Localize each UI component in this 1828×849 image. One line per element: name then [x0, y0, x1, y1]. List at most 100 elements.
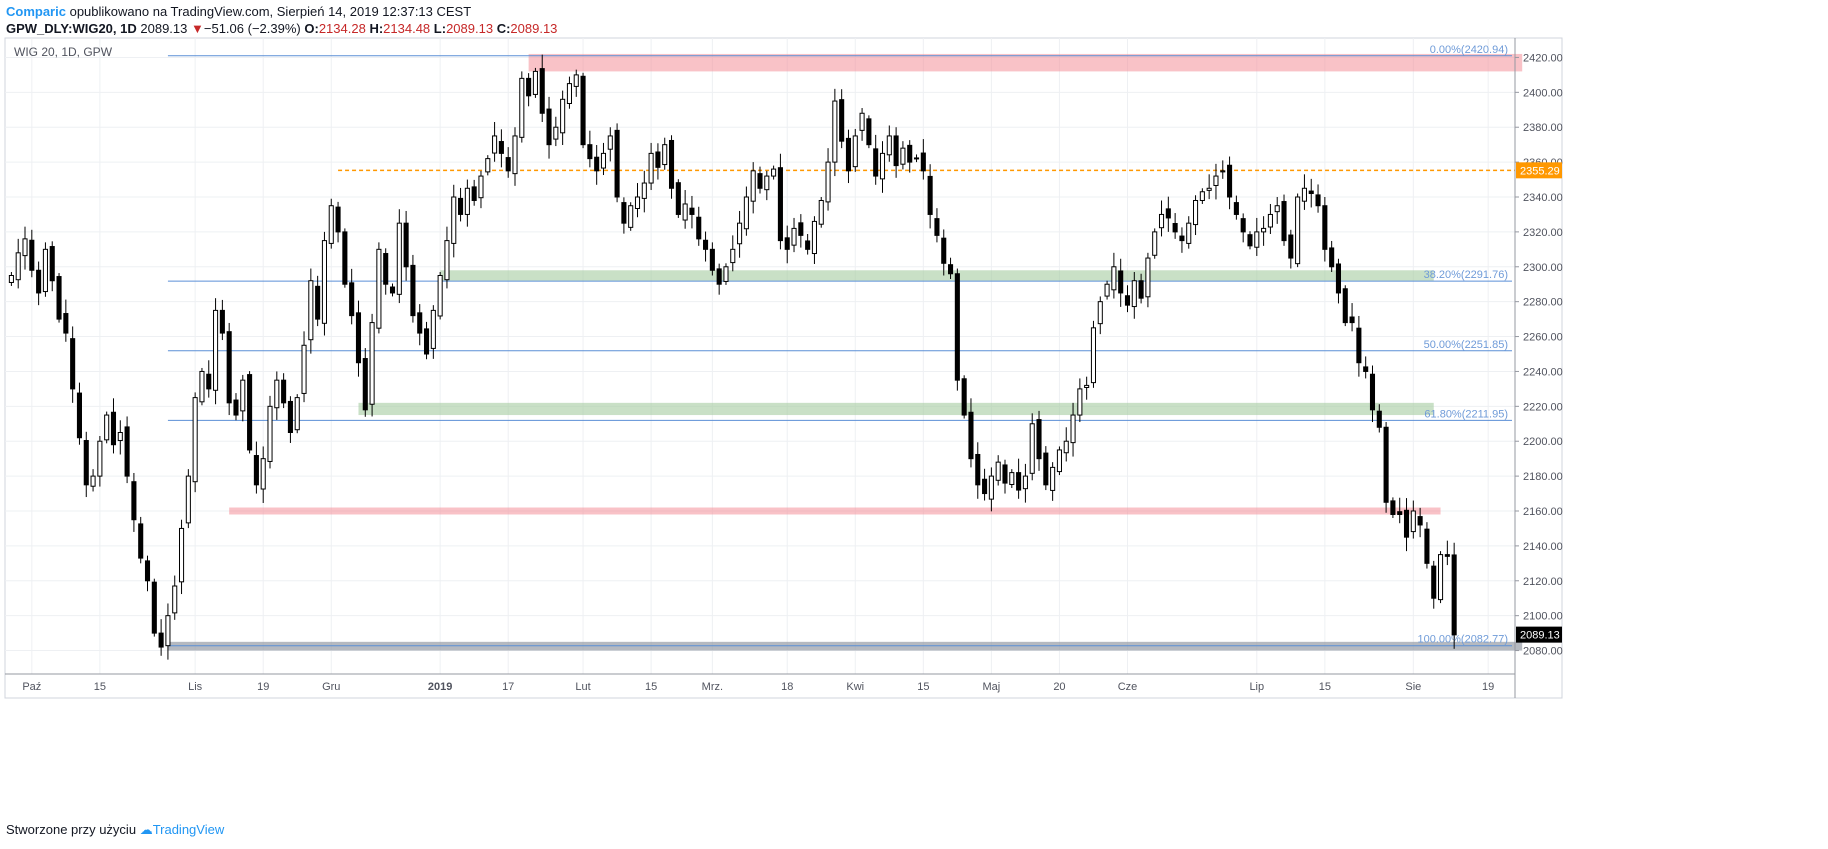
symbol-label: GPW_DLY:WIG20, 1D: [6, 21, 137, 36]
candle-down: [587, 144, 593, 160]
candle-up: [8, 275, 14, 283]
candle-up: [723, 266, 729, 282]
open-value: 2134.28: [318, 21, 366, 36]
y-tick-label: 2380.00: [1523, 122, 1563, 134]
candle-down: [954, 273, 960, 381]
candle-down: [1424, 528, 1430, 564]
y-tick-label: 2280.00: [1523, 297, 1563, 309]
candle-down: [1233, 202, 1239, 215]
candle-up: [178, 527, 185, 583]
candle-up: [430, 309, 436, 349]
candle-down: [873, 148, 879, 177]
candle-down: [342, 231, 348, 285]
x-tick-label: Cze: [1118, 681, 1138, 693]
resistance-price-badge: [1516, 162, 1562, 179]
price-axis[interactable]: 2080.00 2100.00 2120.00 2140.00 2160.00 2180.…: [1514, 38, 1563, 698]
candle-down: [1369, 373, 1376, 411]
candle-down: [1335, 263, 1342, 294]
candle-down: [1349, 316, 1355, 324]
candle-down: [219, 309, 225, 334]
published-text: opublikowano na TradingView.com, Sierpie…: [69, 4, 472, 19]
candle-up: [628, 205, 634, 228]
candle-up: [852, 135, 858, 168]
candle-up: [1084, 384, 1090, 388]
candle-up: [1056, 449, 1062, 473]
candle-down: [1403, 509, 1410, 538]
y-tick-label: 2340.00: [1523, 192, 1563, 204]
low-label: L:: [433, 21, 447, 36]
candle-up: [634, 196, 641, 210]
candle-up: [573, 74, 579, 87]
time-axis[interactable]: Paź 15 Lis 19 Gru 2019 17 Lut 15 Mrz. 18 Kwi 15 Maj 20…: [5, 673, 1515, 693]
candle-down: [1165, 208, 1171, 219]
candle-up: [1022, 475, 1028, 490]
candle-up: [791, 227, 797, 246]
zone-green: [440, 270, 1434, 281]
candle-down: [144, 560, 151, 582]
candle-up: [832, 100, 838, 163]
candle-down: [158, 632, 164, 648]
candle-down: [982, 478, 988, 495]
footer-brand[interactable]: TradingView: [152, 822, 225, 837]
candle-down: [1356, 327, 1362, 364]
candle-down: [961, 378, 967, 416]
candle-down: [968, 411, 974, 460]
candle-up: [1070, 414, 1076, 444]
x-tick-label: Lis: [188, 681, 203, 693]
x-tick-label: 15: [645, 681, 657, 693]
candle-down: [151, 581, 157, 634]
candle-down: [614, 129, 620, 198]
candle-up: [240, 379, 246, 412]
candle-down: [1308, 190, 1314, 195]
low-value: 2089.13: [446, 21, 494, 36]
candle-down: [355, 312, 362, 364]
high-value: 2134.48: [383, 21, 431, 36]
x-tick-label: Lut: [575, 681, 590, 693]
x-tick-label: Mrz.: [702, 681, 723, 693]
candle-up: [1410, 510, 1416, 533]
candle-up: [1050, 466, 1056, 491]
candle-up: [825, 161, 831, 203]
candle-up: [730, 248, 736, 264]
candle-up: [988, 475, 994, 500]
candle-down: [49, 246, 55, 282]
candle-up: [199, 370, 205, 403]
candle-up: [750, 170, 756, 202]
candle-up: [117, 432, 123, 442]
candle-up: [641, 182, 647, 199]
candle-down: [1363, 366, 1369, 372]
y-tick-label: 2320.00: [1523, 227, 1563, 239]
last-price: 2089.13: [140, 21, 188, 36]
candle-down: [349, 282, 355, 317]
candle-down: [716, 268, 722, 285]
candle-down: [423, 328, 430, 355]
candle-down: [927, 175, 933, 215]
candle-down: [63, 313, 69, 334]
candle-down: [1002, 464, 1008, 484]
fib-retracement: 0.00%(2420.94) 38.20%(2291.76) 50.00%(2251…: [167, 44, 1515, 647]
candle-down: [1431, 565, 1437, 599]
candle-down: [1240, 218, 1246, 233]
candle-down: [1444, 554, 1450, 557]
brand-name[interactable]: Comparic: [6, 4, 66, 19]
candle-down: [110, 411, 117, 446]
candle-up: [1090, 327, 1097, 384]
candle-down: [920, 152, 926, 172]
candle-up: [1301, 187, 1307, 202]
candle-down: [913, 157, 920, 160]
candle-up: [1267, 213, 1273, 228]
y-tick-label: 2080.00: [1523, 646, 1563, 658]
footer-text: Stworzone przy użyciu: [6, 822, 137, 837]
candle-down: [403, 222, 409, 268]
candle-down: [287, 400, 293, 433]
candle-down: [777, 167, 783, 242]
candle-down: [281, 379, 287, 404]
x-tick-label: Sie: [1405, 681, 1421, 693]
tradingview-logo-icon: ☁: [139, 822, 153, 837]
candle-up: [682, 203, 688, 221]
x-tick-label: Paź: [22, 681, 41, 693]
close-label: C:: [496, 21, 511, 36]
candle-up: [1193, 199, 1199, 226]
candle-down: [893, 135, 899, 167]
